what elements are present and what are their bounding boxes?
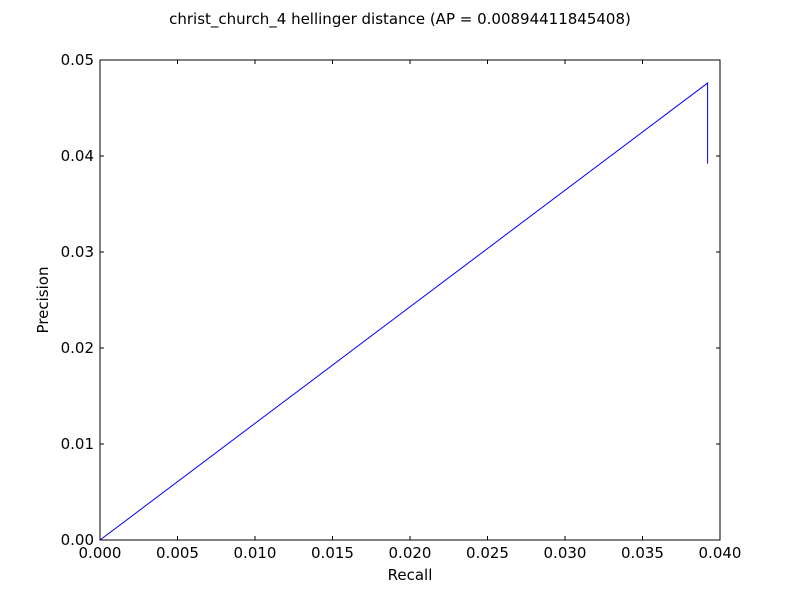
axis-tick-labels: 0.000 0.005 0.010 0.015 0.020 0.025 0.030 0.035… <box>61 51 742 562</box>
y-tick-label: 0.00 <box>61 531 94 549</box>
plot-series <box>99 82 709 541</box>
chart-title: christ_church_4 hellinger distance (AP =… <box>169 10 631 29</box>
y-tick-label: 0.04 <box>61 147 94 165</box>
x-tick-label: 0.010 <box>234 544 277 562</box>
x-tick-label: 0.030 <box>544 544 587 562</box>
x-tick-label: 0.000 <box>79 544 122 562</box>
y-tick-label: 0.05 <box>61 51 94 69</box>
y-tick-label: 0.03 <box>61 243 94 261</box>
plot-frame <box>99 59 721 541</box>
x-tick-label: 0.040 <box>699 544 742 562</box>
x-tick-label: 0.035 <box>621 544 664 562</box>
y-tick-label: 0.02 <box>61 339 94 357</box>
x-tick-label: 0.025 <box>466 544 509 562</box>
series-line <box>99 82 709 541</box>
x-axis-label: Recall <box>388 566 433 584</box>
x-tick-label: 0.005 <box>156 544 199 562</box>
x-tick-label: 0.015 <box>311 544 354 562</box>
y-tick-label: 0.01 <box>61 435 94 453</box>
x-tick-label: 0.020 <box>389 544 432 562</box>
y-axis-label: Precision <box>34 267 52 334</box>
